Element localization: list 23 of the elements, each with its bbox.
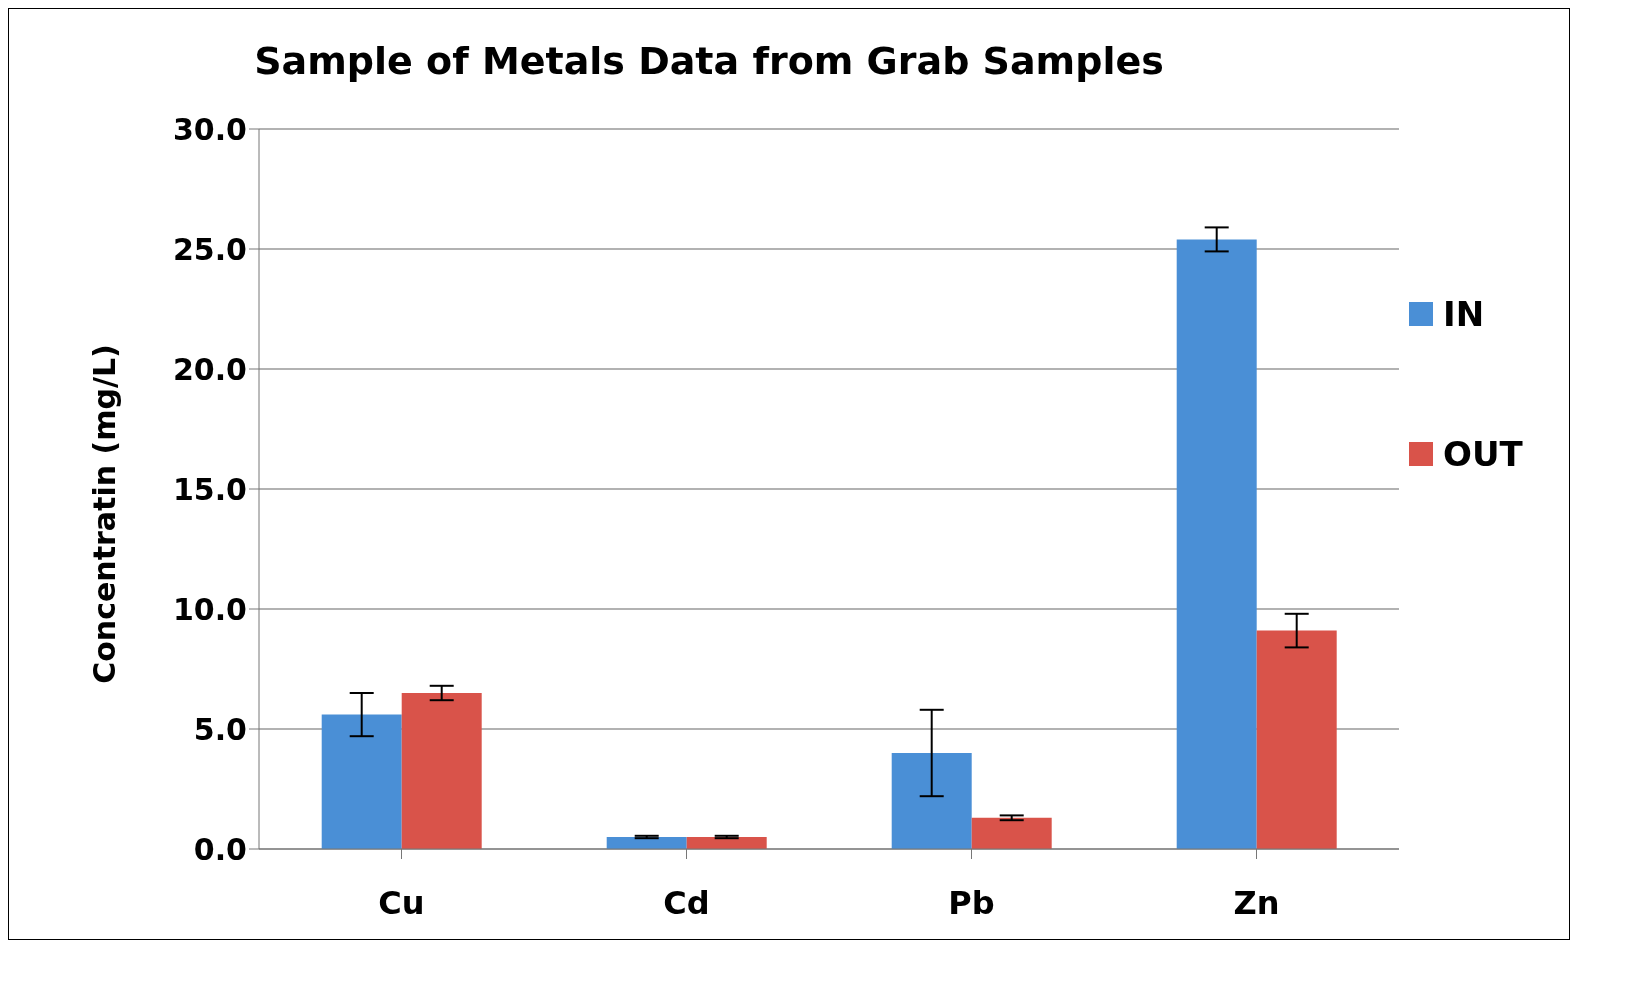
- y-tick-label: 30.0: [172, 111, 247, 147]
- bar: [686, 837, 767, 849]
- bar: [891, 753, 972, 849]
- x-tick-label: Cu: [378, 883, 425, 922]
- y-tick-label: 20.0: [172, 351, 247, 387]
- y-tick-label: 0.0: [193, 831, 247, 867]
- x-tick-label: Pb: [948, 883, 995, 922]
- y-tick-label: 15.0: [172, 471, 247, 507]
- bar: [971, 817, 1052, 849]
- y-tick-label: 5.0: [193, 711, 247, 747]
- y-tick-label: 25.0: [172, 231, 247, 267]
- bar: [606, 837, 687, 849]
- bar: [401, 693, 482, 849]
- x-tick-label: Cd: [663, 883, 710, 922]
- y-tick-label: 10.0: [172, 591, 247, 627]
- legend-label: IN: [1443, 294, 1485, 334]
- chart-title: Sample of Metals Data from Grab Samples: [253, 39, 1165, 83]
- bar: [1176, 239, 1257, 849]
- y-axis-title: Concentratin (mg/L): [86, 344, 122, 684]
- legend-label: OUT: [1443, 434, 1523, 474]
- bar: [1256, 630, 1337, 849]
- bar: [321, 714, 402, 849]
- x-tick-label: Zn: [1233, 883, 1280, 922]
